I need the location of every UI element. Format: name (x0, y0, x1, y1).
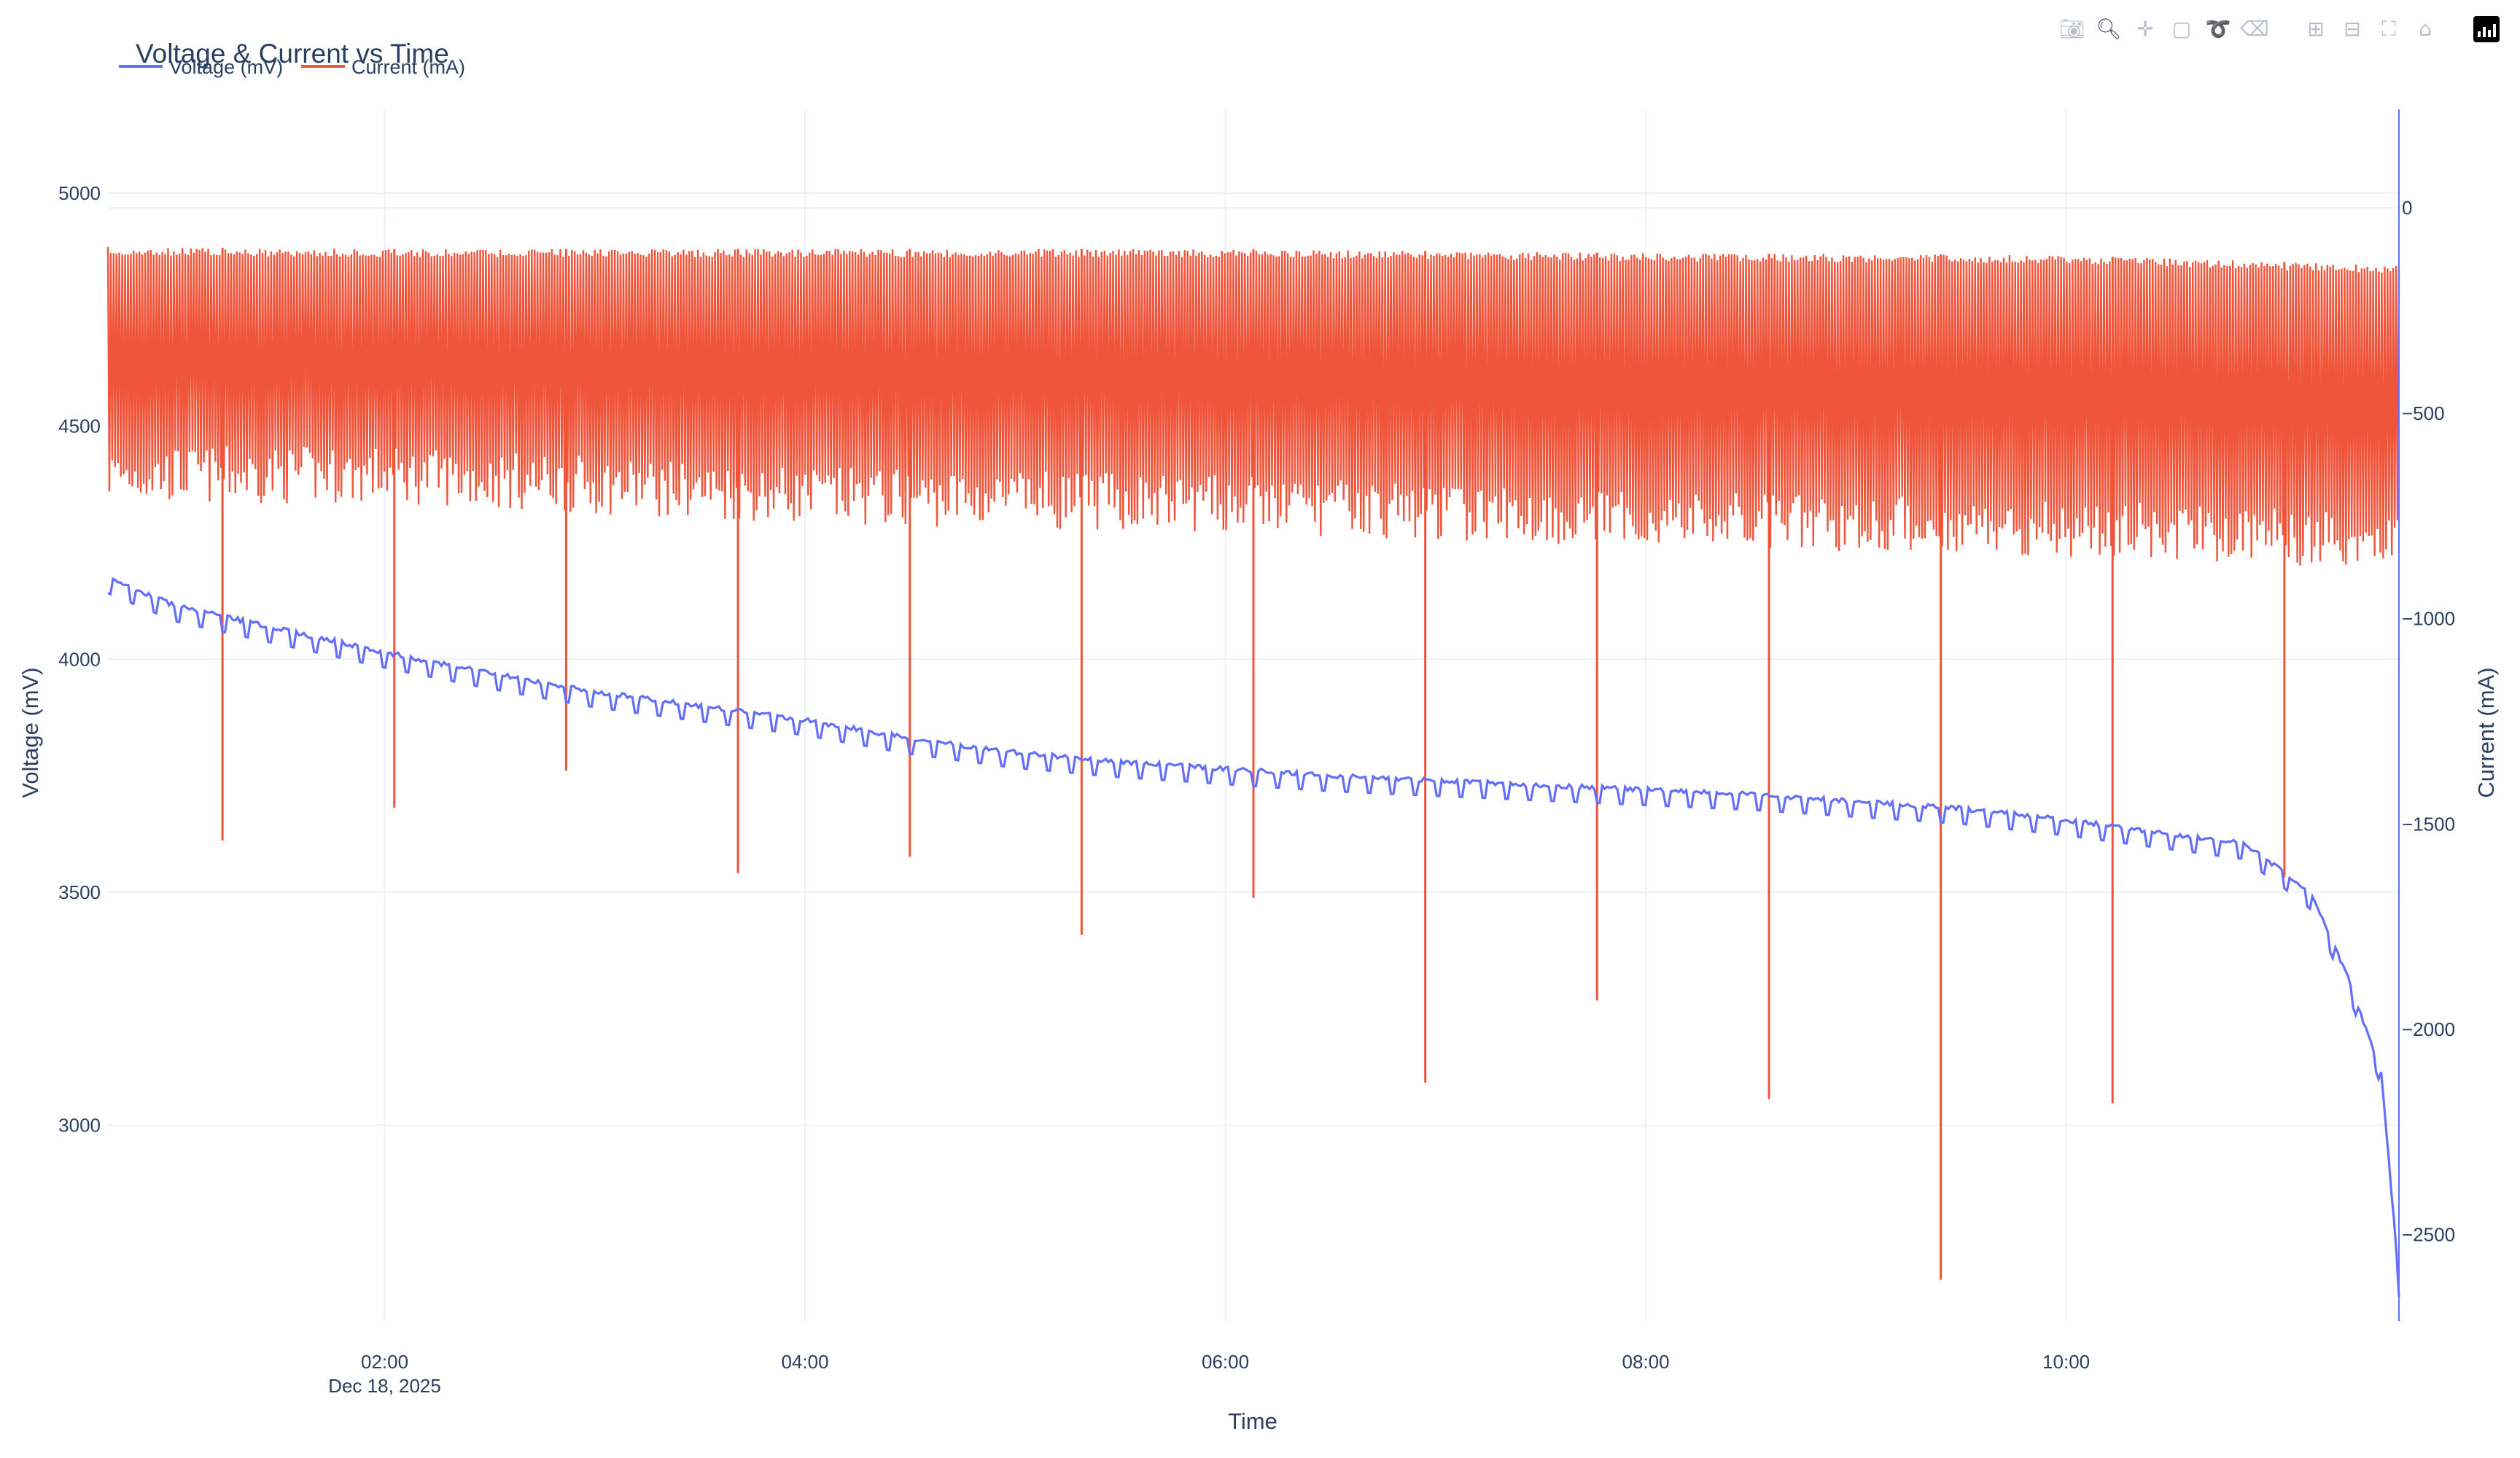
x-tick-label: 10:00 (2042, 1351, 2090, 1373)
voltage-series (107, 577, 2400, 1297)
left-axis-ticks: 3000 3500 4000 4500 5000 (58, 182, 101, 1136)
y-right-tick-label: −1500 (2402, 813, 2455, 835)
x-tick-label: 06:00 (1202, 1351, 1249, 1373)
plotly-logo-icon[interactable] (2473, 16, 2500, 42)
voltage-line (107, 577, 2400, 1297)
pan-icon[interactable]: ✛ (2136, 17, 2154, 41)
y-left-tick-label: 3500 (58, 881, 101, 903)
x-axis-title: Time (1228, 1408, 1278, 1434)
y-right-tick-label: −1000 (2402, 608, 2455, 630)
current-series (106, 246, 2400, 1280)
chart-title: Voltage & Current vs Time (136, 39, 449, 69)
x-tick-label: 08:00 (1622, 1351, 1670, 1373)
autoscale-clear-icon[interactable]: ⌫ (2240, 17, 2269, 41)
box-select-icon[interactable]: ▢ (2171, 17, 2192, 41)
y-right-tick-label: −2500 (2402, 1224, 2455, 1246)
reset-axes-icon[interactable]: ⌂ (2419, 17, 2432, 41)
modebar: 📷︎ 🔍︎ ✛ ▢ ➰ ⌫ ⊞ ⊟ ⛶ ⌂ (2059, 16, 2500, 42)
y-left-tick-label: 5000 (58, 182, 101, 204)
y-left-tick-label: 4000 (58, 648, 101, 670)
legend: Voltage (mV) Current (mA) (119, 56, 465, 78)
y-right-tick-label: 0 (2402, 197, 2412, 219)
y-left-tick-label: 4500 (58, 416, 101, 437)
x-tick-label: 04:00 (782, 1351, 829, 1373)
zoom-in-icon[interactable]: ⊞ (2307, 17, 2325, 41)
right-axis-ticks: 0 −500 −1000 −1500 −2000 −2500 (2402, 197, 2455, 1245)
legend-item-current[interactable]: Current (mA) (301, 56, 465, 78)
y-right-tick-label: −500 (2402, 402, 2445, 424)
camera-icon[interactable]: 📷︎ (2059, 17, 2085, 41)
y-axis-left-title: Voltage (mV) (18, 667, 43, 798)
legend-item-voltage[interactable]: Voltage (mV) (119, 56, 283, 78)
y-left-tick-label: 3000 (58, 1115, 101, 1137)
legend-label-voltage: Voltage (mV) (169, 56, 283, 78)
legend-label-current: Current (mA) (351, 56, 465, 78)
y-right-tick-label: −2000 (2402, 1018, 2455, 1040)
x-tick-sublabel: Dec 18, 2025 (328, 1375, 441, 1397)
zoom-out-icon[interactable]: ⊟ (2344, 17, 2361, 41)
zoom-icon[interactable]: 🔍︎ (2096, 17, 2122, 41)
lasso-select-icon[interactable]: ➰ (2205, 17, 2231, 41)
autoscale-icon[interactable]: ⛶ (2381, 17, 2396, 41)
y-axis-right-title: Current (mA) (2473, 667, 2499, 798)
x-tick-label: 02:00 (361, 1351, 408, 1373)
